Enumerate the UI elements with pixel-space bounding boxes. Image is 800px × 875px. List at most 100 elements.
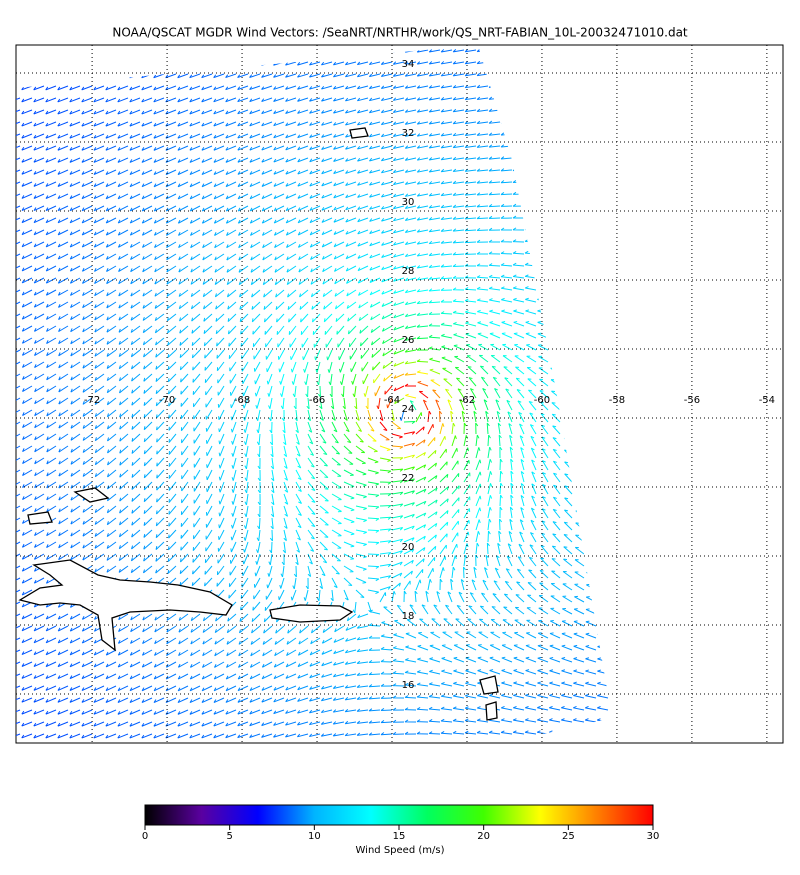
wind-vector <box>190 649 201 657</box>
wind-vector <box>333 181 345 187</box>
wind-vector <box>368 647 381 651</box>
wind-vector <box>117 685 129 692</box>
wind-vector <box>118 313 129 321</box>
wind-vector <box>261 709 273 715</box>
wind-vector <box>131 493 141 502</box>
wind-vector <box>507 543 513 555</box>
wind-vector <box>308 721 321 726</box>
wind-vector <box>45 133 57 139</box>
wind-vector <box>427 522 438 531</box>
wind-vector <box>106 337 117 345</box>
wind-vector <box>391 468 404 472</box>
wind-vector <box>70 361 81 369</box>
wind-vector <box>189 157 201 163</box>
wind-vector <box>58 385 69 393</box>
wind-vector <box>204 349 213 359</box>
wind-vector <box>357 253 369 259</box>
wind-vector <box>415 535 426 543</box>
wind-vector <box>69 241 81 248</box>
wind-vector <box>319 469 329 479</box>
wind-vector <box>94 505 105 513</box>
wind-vector <box>46 385 57 393</box>
wind-vector <box>417 644 429 651</box>
wind-vector <box>343 529 355 536</box>
wind-vector <box>16 97 21 103</box>
wind-vector <box>396 604 405 615</box>
wind-vector <box>367 445 378 453</box>
wind-vector <box>475 531 481 543</box>
wind-vector <box>427 499 438 507</box>
wind-vector <box>261 133 273 139</box>
wind-vector <box>16 541 21 548</box>
wind-vector <box>464 718 477 723</box>
wind-vector <box>416 719 429 723</box>
wind-vector <box>261 97 273 103</box>
lat-label: 16 <box>402 680 415 691</box>
wind-vector <box>46 493 57 501</box>
wind-vector <box>238 253 249 261</box>
lat-label: 18 <box>402 611 415 622</box>
wind-vector <box>177 121 189 127</box>
wind-vector <box>321 145 333 150</box>
wind-vector <box>428 85 441 89</box>
wind-vector <box>549 669 561 675</box>
wind-vector <box>319 481 329 490</box>
wind-vector <box>354 397 358 410</box>
wind-vector <box>33 553 45 560</box>
wind-vector <box>129 85 141 91</box>
wind-vector <box>428 169 441 173</box>
wind-vector <box>201 121 213 127</box>
wind-vector <box>213 733 225 739</box>
wind-vector <box>345 625 357 631</box>
wind-vector <box>118 253 129 260</box>
wind-vector <box>320 721 333 725</box>
wind-vector <box>475 542 480 555</box>
wind-vector <box>355 493 367 499</box>
colorbar-tick-label: 30 <box>647 831 660 842</box>
wind-vector <box>297 721 309 726</box>
wind-vector <box>309 241 321 248</box>
wind-vector <box>81 721 93 727</box>
wind-vector <box>488 263 501 267</box>
wind-vector <box>463 566 467 579</box>
wind-vector <box>57 193 69 200</box>
wind-vector <box>201 109 213 115</box>
wind-vector <box>356 684 369 688</box>
wind-vector <box>368 672 381 676</box>
wind-vector <box>93 193 105 200</box>
wind-vector <box>237 673 249 680</box>
wind-vector <box>270 445 274 458</box>
wind-vector <box>297 73 309 78</box>
wind-vector <box>177 229 189 236</box>
wind-vector <box>300 325 309 336</box>
wind-vector <box>205 385 213 396</box>
wind-vector <box>21 685 33 691</box>
wind-vector <box>429 657 441 663</box>
wind-vector <box>404 372 417 376</box>
wind-vector <box>286 277 297 286</box>
wind-vector <box>255 553 261 565</box>
wind-vector <box>93 265 105 272</box>
wind-vector <box>512 730 525 735</box>
wind-vector <box>266 373 273 385</box>
wind-vector <box>428 121 441 125</box>
wind-vector <box>81 97 93 103</box>
wind-vector <box>403 490 415 495</box>
wind-vector <box>333 97 345 102</box>
wind-vector <box>58 529 69 537</box>
wind-vector <box>165 157 177 163</box>
wind-vector <box>381 325 393 332</box>
wind-vector <box>153 205 165 212</box>
wind-vector <box>392 109 405 113</box>
wind-vector <box>360 337 369 347</box>
wind-vector <box>205 409 213 420</box>
wind-vector <box>58 445 69 453</box>
wind-vector <box>345 109 357 114</box>
wind-vector <box>333 73 345 78</box>
wind-vector <box>525 297 537 303</box>
wind-vector <box>416 73 429 77</box>
wind-vector <box>357 265 369 272</box>
wind-vector <box>383 373 393 382</box>
wind-vector <box>357 181 369 186</box>
wind-vector <box>16 565 21 572</box>
